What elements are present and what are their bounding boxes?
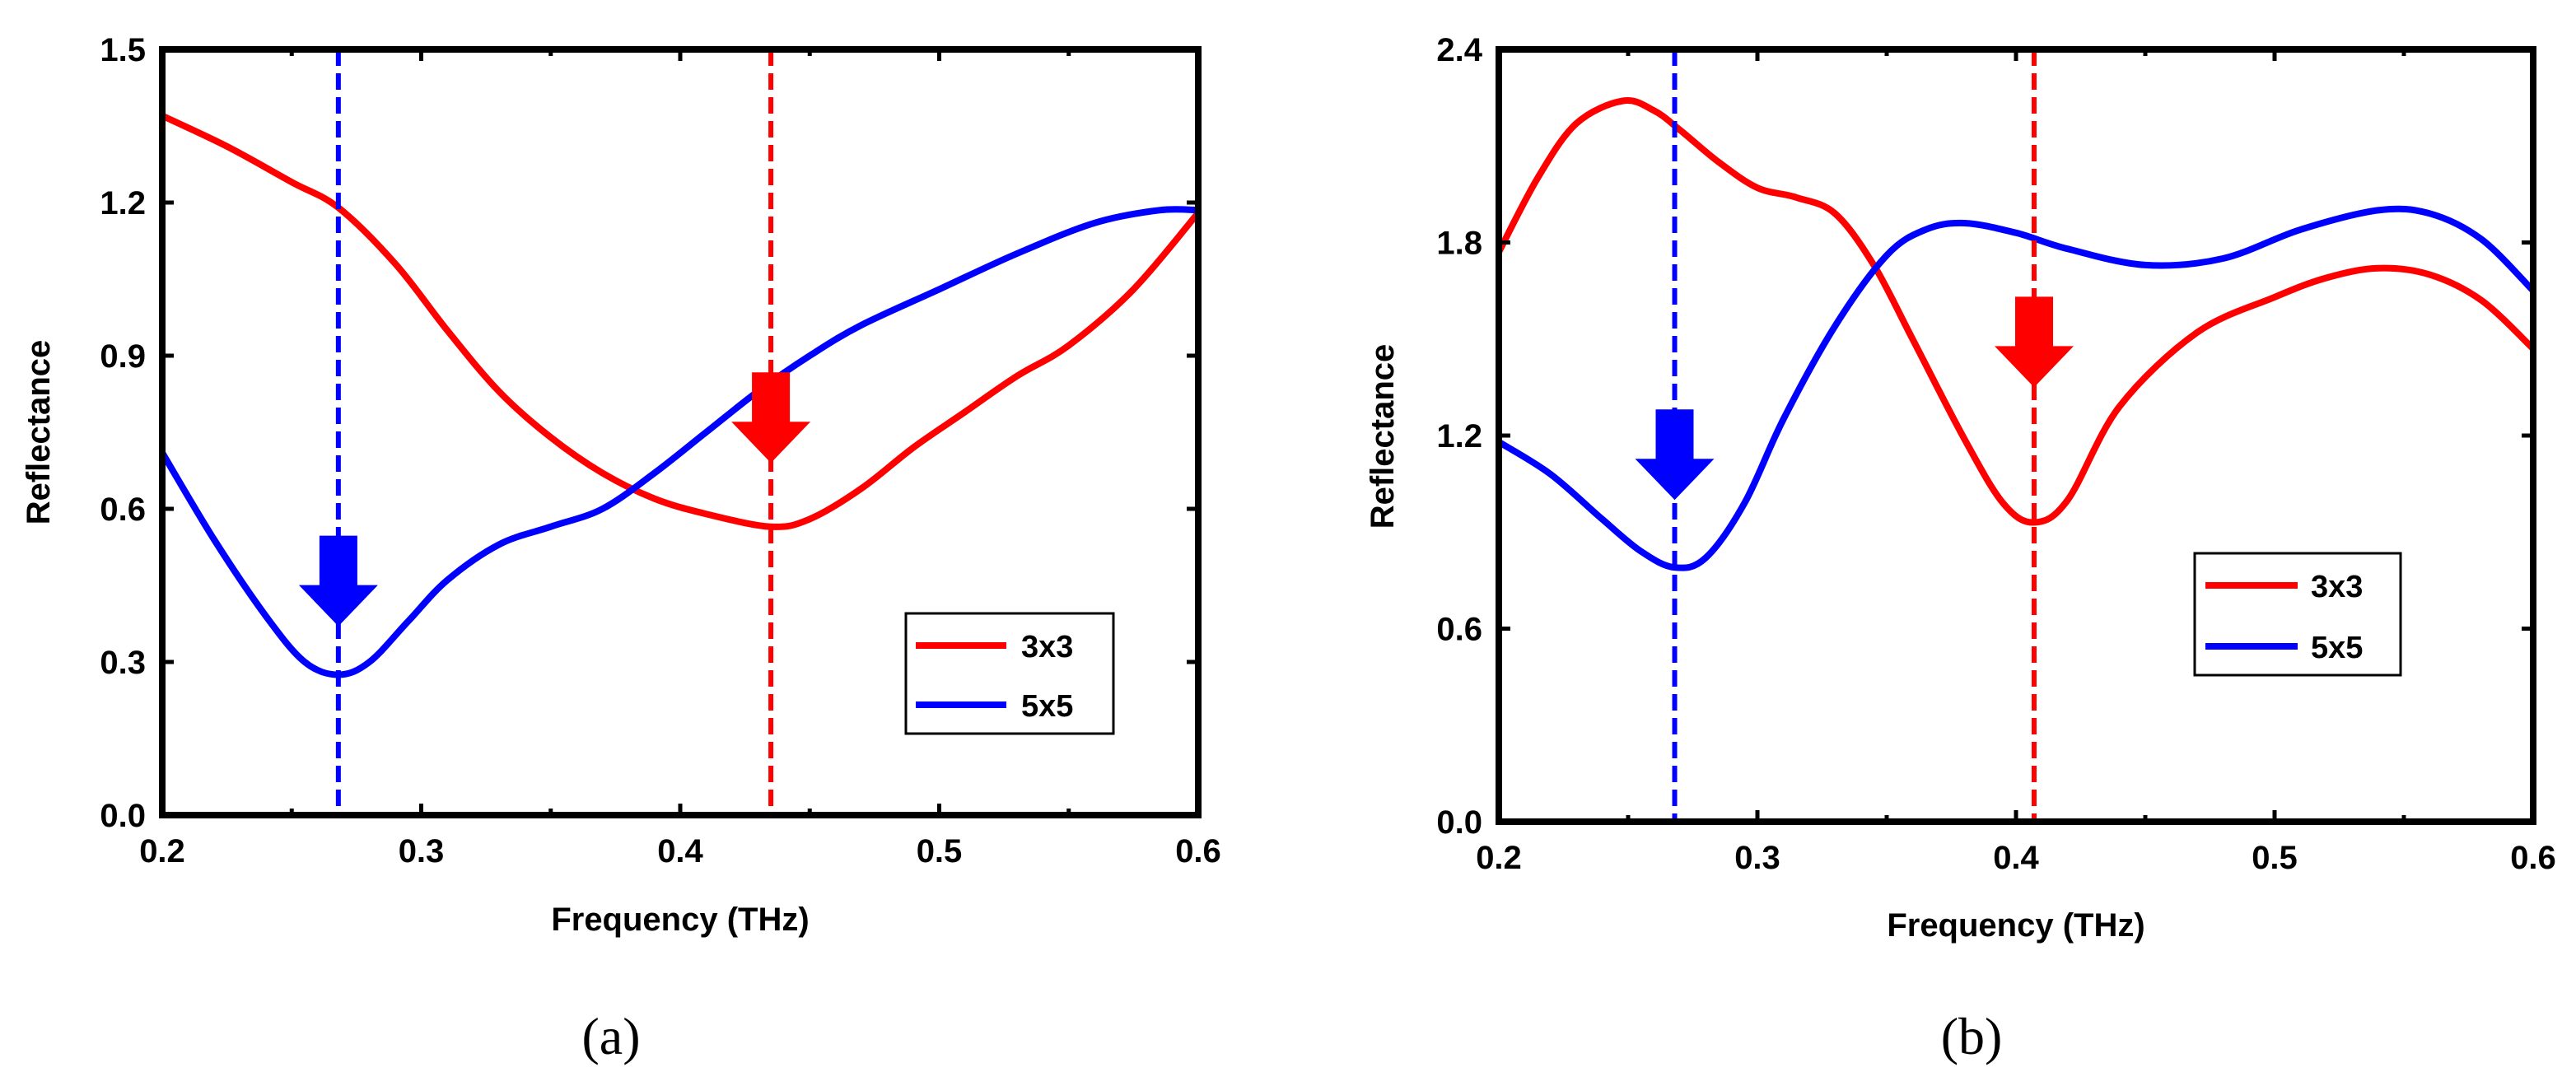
chart-b-xtick-label: 0.4 [1993,840,2039,876]
chart-b-ytick-label: 0.6 [1436,612,1482,648]
chart-b-arrow-3x3 [1995,296,2074,388]
chart-b-xtick-label: 0.3 [1734,840,1780,876]
chart-b-arrow-5x5 [1635,409,1715,501]
chart-a-caption: (a) [581,1007,640,1065]
chart-a-xtick-label: 0.3 [399,833,445,869]
chart-b-markers [1635,49,2074,822]
chart-a-xtick-label: 0.6 [1175,833,1221,869]
chart-a-curves [162,112,1198,678]
chart-a-y-ticks: 0.0 0.3 0.6 0.9 1.2 1.5 [100,32,1198,834]
chart-b-xtick-label: 0.6 [2510,840,2556,876]
chart-b-ytick-label: 2.4 [1436,32,1482,68]
chart-b-y-axis-label: Reflectance [1365,344,1401,529]
chart-b-series-3x3-line [1499,97,2533,526]
chart-a-legend-box [904,612,1115,735]
chart-a-x-axis-label: Frequency (THz) [551,902,809,938]
chart-b-curves [1499,97,2533,571]
chart-b-ytick-label: 0.0 [1436,804,1482,841]
chart-a-ytick-label: 1.2 [100,185,146,221]
chart-b-legend-box [2193,552,2402,677]
chart-a-legend: 3x3 5x5 [904,612,1115,735]
chart-b-caption: (b) [1941,1007,2003,1065]
chart-a-legend-label-3x3: 3x3 [1021,630,1073,664]
chart-panel-b: 0.0 0.6 1.2 1.8 2.4 0.2 0.3 0.4 0.5 0.6 Frequenc… [1365,32,2556,1065]
chart-b-legend: 3x3 5x5 [2193,552,2402,677]
chart-a-ytick-label: 0.9 [100,338,146,375]
chart-b-x-axis-label: Frequency (THz) [1887,907,2144,944]
chart-b-ytick-label: 1.8 [1436,226,1482,262]
chart-a-series-5x5-line [162,206,1198,678]
chart-a-ytick-label: 0.3 [100,645,146,681]
chart-a-series-3x3-line [162,112,1198,530]
chart-a-markers [298,49,811,815]
chart-b-plot-frame [1496,46,2536,825]
chart-a-legend-label-5x5: 5x5 [1021,689,1073,724]
chart-a-xtick-label: 0.2 [139,833,185,869]
chart-a-ytick-label: 0.6 [100,492,146,528]
chart-b-series-5x5-line [1499,205,2533,571]
chart-b-x-ticks: 0.2 0.3 0.4 0.5 0.6 [1476,49,2556,876]
chart-b-ytick-label: 1.2 [1436,418,1482,454]
chart-b-xtick-label: 0.5 [2252,840,2298,876]
chart-b-y-ticks: 0.0 0.6 1.2 1.8 2.4 [1436,32,2533,841]
chart-a-xtick-label: 0.4 [657,833,703,869]
chart-a-y-axis-label: Reflectance [21,340,57,525]
chart-panel-a: 0.0 0.3 0.6 0.9 1.2 1.5 0.2 0.3 0.4 0.5 0.6 Frequ… [21,32,1221,1065]
chart-a-arrow-5x5 [298,535,378,627]
chart-a-x-ticks: 0.2 0.3 0.4 0.5 0.6 [139,49,1221,869]
chart-a-ytick-label: 1.5 [100,32,146,68]
chart-b-xtick-label: 0.2 [1476,840,1522,876]
chart-b-legend-label-3x3: 3x3 [2311,570,2363,604]
chart-a-ytick-label: 0.0 [100,798,146,834]
chart-a-arrow-3x3 [731,372,811,464]
chart-a-xtick-label: 0.5 [917,833,963,869]
chart-b-legend-label-5x5: 5x5 [2311,631,2363,665]
